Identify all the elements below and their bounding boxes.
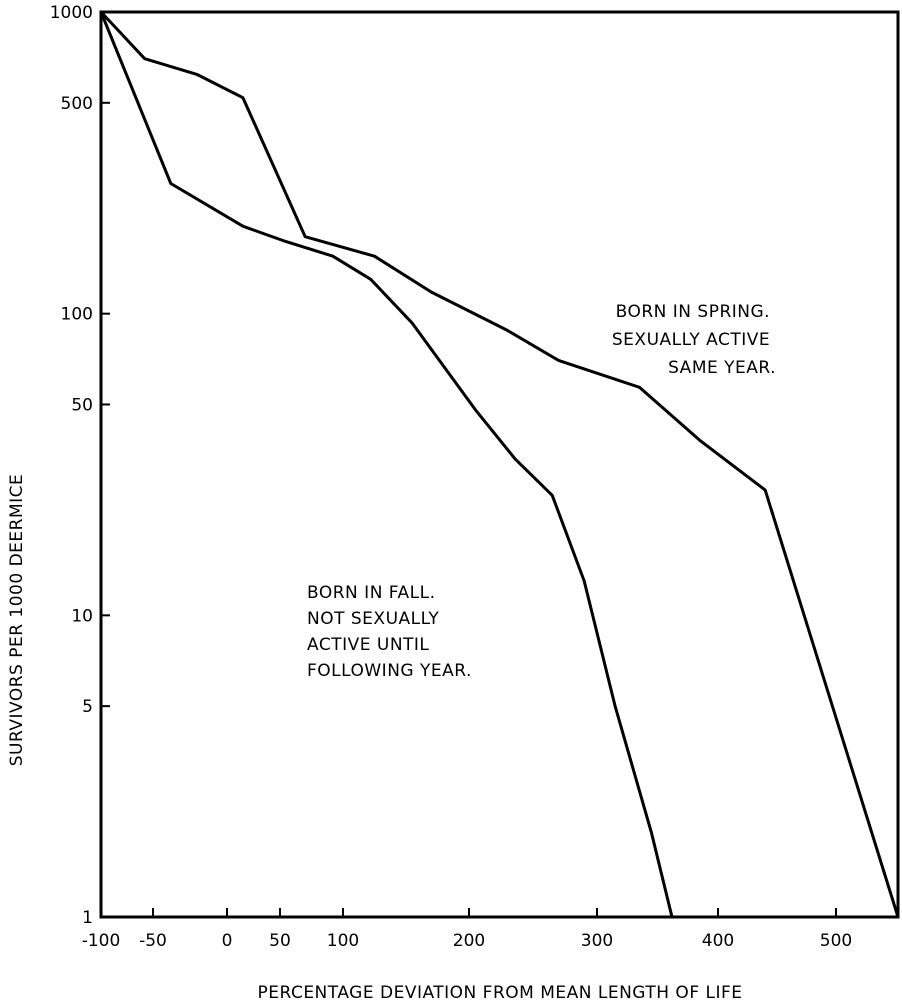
x-tick-label: 50 [269,931,291,951]
y-tick-label: 5 [82,697,93,717]
series-layer [99,10,900,919]
x-tick-label: 400 [702,931,734,951]
series-line-fall [99,10,674,919]
y-axis-ticks: 1 5 10 50 100 500 1000 [50,3,110,928]
annotation-spring: BORN IN SPRING. SEXUALLY ACTIVE SAME YEA… [612,302,776,378]
x-tick-label: -50 [139,931,167,951]
x-tick-label: -100 [82,931,121,951]
y-tick-label: 10 [71,606,93,626]
x-tick-label: 0 [222,931,233,951]
y-tick-label: 50 [71,395,93,415]
x-tick-label: 200 [453,931,485,951]
y-tick-label: 1000 [50,3,93,23]
x-axis-label: PERCENTAGE DEVIATION FROM MEAN LENGTH OF… [257,983,742,1003]
y-tick-label: 100 [61,305,93,325]
annotation-fall: BORN IN FALL. NOT SEXUALLY ACTIVE UNTIL … [307,583,472,681]
y-tick-label: 500 [61,94,93,114]
y-axis-label: SURVIVORS PER 1000 DEERMICE [7,474,27,767]
series-line-spring [99,10,900,919]
plot-frame [99,10,900,919]
y-tick-label: 1 [82,908,93,928]
x-tick-label: 500 [820,931,852,951]
x-tick-label: 100 [327,931,359,951]
x-tick-label: 300 [581,931,613,951]
x-axis-ticks: -100 -50 0 50 100 200 300 400 500 [82,908,852,951]
